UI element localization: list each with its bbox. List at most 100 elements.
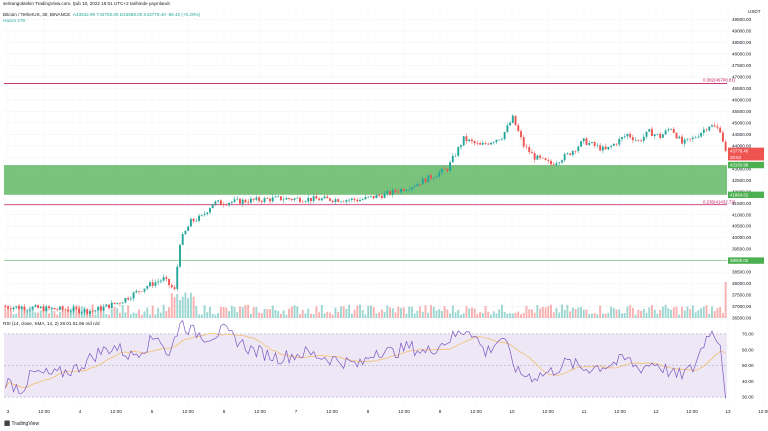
volume-bar — [50, 306, 53, 318]
volume-bar — [383, 312, 386, 318]
volume-bar — [301, 309, 304, 318]
price-tick-label: 42500.00 — [732, 178, 752, 183]
candle-body — [637, 140, 640, 141]
volume-bar — [179, 300, 181, 318]
candle-body — [274, 196, 277, 198]
candle-body — [230, 201, 233, 203]
volume-bar — [236, 312, 239, 318]
volume-bar — [48, 313, 50, 318]
time-axis[interactable]: 3 12:00 4 12:00 5 12:00 6 12:00 7 12:00 8 12:00 9 12:… — [7, 409, 768, 414]
volume-bar — [138, 309, 141, 318]
candle-body — [580, 141, 582, 147]
candle-body — [694, 137, 697, 139]
candle-body — [348, 199, 351, 201]
volume-bar — [435, 310, 438, 318]
candle-body — [4, 306, 7, 308]
volume-bar — [670, 309, 673, 318]
candle-body — [75, 307, 78, 309]
candle-body — [86, 309, 89, 314]
candle-body — [151, 282, 154, 286]
volume-bar — [721, 313, 724, 318]
price-tick-label: 38000.00 — [732, 281, 752, 286]
candle-body — [610, 145, 613, 147]
time-tick-label: 11 — [582, 409, 587, 414]
candle-body — [124, 297, 127, 303]
candle-body — [132, 292, 135, 299]
candle-body — [541, 157, 544, 159]
volume-bar — [323, 313, 326, 318]
volume-bar — [440, 310, 443, 318]
candle-body — [621, 137, 623, 140]
volume-bar — [438, 309, 441, 318]
volume-bar — [105, 314, 108, 318]
countdown-tag: 28:53 — [730, 155, 742, 160]
volume-bar — [225, 307, 228, 318]
volume-bar — [315, 306, 318, 318]
volume-bar — [108, 314, 110, 318]
volume-bar — [230, 305, 233, 318]
volume-bar — [506, 313, 509, 318]
candle-body — [329, 198, 331, 201]
volume-bar — [285, 314, 288, 318]
rsi-tick-label: 30.00 — [742, 395, 754, 400]
volume-bar — [580, 306, 582, 318]
time-tick-label: 12:00 — [182, 409, 194, 414]
volume-bar — [582, 309, 585, 318]
candle-body — [451, 155, 454, 163]
candle-body — [375, 194, 378, 199]
volume-bar — [389, 307, 392, 318]
volume-bar — [645, 312, 648, 318]
volume-bar — [702, 306, 705, 318]
price-tick-label: 45500.00 — [732, 109, 752, 114]
volume-bar — [269, 309, 271, 318]
volume-bar — [140, 314, 143, 318]
volume-bar — [132, 312, 135, 318]
volume-bar — [550, 304, 552, 318]
candle-body — [435, 176, 438, 178]
volume-bar — [651, 305, 653, 318]
candle-body — [28, 309, 31, 311]
price-tick-label: 45000.00 — [732, 120, 752, 125]
candle-body — [157, 281, 160, 283]
candle-body — [700, 132, 703, 137]
volume-bar — [241, 307, 244, 318]
volume-bar — [607, 312, 610, 318]
candle-body — [121, 302, 124, 304]
volume-bar — [239, 306, 241, 318]
volume-bar — [195, 305, 198, 318]
volume-bar — [672, 307, 675, 318]
rsi-line — [5, 319, 726, 399]
candle-body — [271, 197, 274, 202]
candle-body — [108, 304, 110, 309]
candle-body — [372, 195, 375, 199]
volume-bar — [244, 305, 247, 318]
candle-body — [615, 143, 618, 145]
candle-body — [263, 198, 266, 202]
volume-bar — [552, 312, 555, 318]
volume-bar — [9, 310, 12, 318]
volume-bar — [337, 311, 340, 318]
volume-bar — [20, 305, 23, 318]
price-axis[interactable]: USDT 49500.00 49000.00 48500.00 48000.00 4750… — [732, 9, 761, 400]
candle-body — [99, 306, 102, 311]
candle-body — [522, 137, 525, 147]
price-tick-label: 41500.00 — [732, 201, 752, 206]
volume-bar — [249, 313, 252, 318]
candle-body — [645, 131, 648, 137]
volume-bar — [410, 306, 413, 318]
candle-body — [184, 230, 187, 235]
volume-bar — [691, 305, 694, 318]
tradingview-logo[interactable]: ⬛ TradingView — [4, 421, 39, 427]
candle-body — [683, 139, 686, 144]
volume-bar — [588, 314, 591, 318]
rsi-tick-label: 70.00 — [742, 332, 754, 337]
volume-bar — [667, 308, 670, 318]
candle-body — [252, 198, 255, 200]
volume-bar — [626, 306, 629, 318]
symbol-name[interactable]: Bitcoin / TetherUS, 30, BINANCE — [3, 12, 71, 17]
volume-bar — [416, 310, 419, 318]
candle-body — [552, 164, 555, 166]
volume-bar — [490, 314, 492, 318]
volume-bar — [424, 305, 427, 318]
